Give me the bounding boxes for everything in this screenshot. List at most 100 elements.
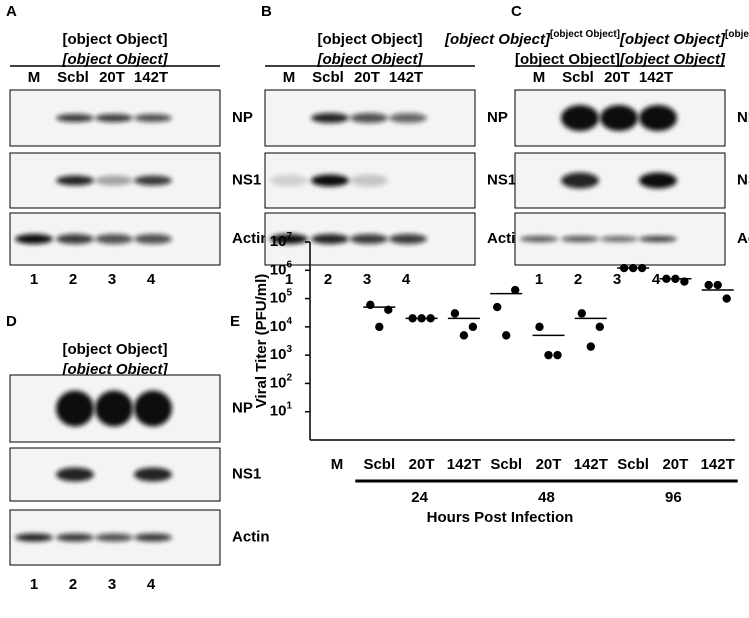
- lane-label: M: [283, 69, 296, 86]
- x-tick-label: 142T: [701, 456, 735, 473]
- tick-base: 10: [270, 318, 287, 335]
- y-tick-label: 106: [270, 259, 293, 278]
- tick-exponent: 5: [286, 288, 292, 299]
- tick-exponent: 3: [286, 344, 292, 355]
- title-segment: [object Object]: [550, 29, 620, 40]
- lane-label: 20T: [99, 69, 125, 86]
- panel-letter: B: [261, 3, 272, 20]
- lane-number: 1: [30, 271, 38, 288]
- protein-label: NS1: [232, 171, 261, 188]
- lane-label: M: [533, 69, 546, 86]
- tick-exponent: 2: [286, 373, 292, 384]
- panel-letter: D: [6, 313, 17, 330]
- lane-label: 142T: [639, 69, 673, 86]
- panel-title: [object Object]: [62, 341, 167, 358]
- x-tick-label: 20T: [536, 456, 562, 473]
- blot-band: [561, 236, 599, 242]
- lane-number: 2: [324, 271, 332, 288]
- lane-label: Scbl: [312, 69, 344, 86]
- tick-base: 10: [270, 261, 287, 278]
- panel-title: [object Object]: [61, 51, 168, 68]
- protein-label: Actin: [737, 230, 749, 247]
- blot-band: [311, 113, 349, 123]
- data-point: [595, 322, 604, 332]
- lane-number: 3: [108, 271, 116, 288]
- protein-label: NP: [232, 109, 253, 126]
- lane-number: 1: [285, 271, 293, 288]
- blot-band: [134, 234, 172, 244]
- data-point: [450, 309, 460, 318]
- protein-label: NS1: [487, 171, 516, 188]
- blot-band: [270, 234, 308, 244]
- protein-label: NS1: [737, 171, 749, 188]
- data-point: [502, 331, 511, 340]
- blot-band: [15, 234, 53, 244]
- y-tick-label: 104: [270, 316, 293, 335]
- blot-band: [639, 236, 677, 242]
- data-point: [704, 280, 713, 290]
- blot-band: [56, 390, 94, 427]
- blot-band: [270, 174, 308, 187]
- blot-band: [350, 234, 388, 244]
- data-point: [577, 309, 586, 318]
- blot-band: [561, 172, 599, 189]
- blot-band: [134, 390, 172, 427]
- tick-base: 10: [270, 403, 287, 420]
- blot-band: [389, 113, 427, 123]
- blot-band: [350, 174, 388, 187]
- blot-band: [134, 114, 172, 122]
- lane-label: M: [28, 69, 41, 86]
- lane-number: 4: [147, 271, 156, 288]
- blot-box: [9, 447, 221, 502]
- tick-base: 10: [270, 290, 287, 307]
- data-point: [586, 342, 595, 351]
- lane-number: 3: [108, 576, 116, 593]
- lane-number: 2: [574, 271, 582, 288]
- x-tick-label: M: [331, 456, 344, 473]
- panel-letter: E: [230, 313, 240, 330]
- panel-title: [object Object][object Object]: [515, 51, 726, 68]
- protein-label: Actin: [232, 230, 270, 247]
- title-segment: [object Object]: [62, 341, 167, 358]
- title-segment: [object Object]: [444, 31, 551, 48]
- blot-band: [311, 234, 349, 244]
- tick-base: 10: [270, 346, 287, 363]
- y-tick-label: 103: [270, 344, 293, 363]
- protein-label: NP: [487, 109, 508, 126]
- x-tick-label: 20T: [409, 456, 435, 473]
- y-axis-title: Viral Titer (PFU/ml): [253, 274, 270, 408]
- title-segment: [object Object]: [316, 51, 423, 68]
- panel-letter: A: [6, 3, 17, 20]
- tick-exponent: 7: [286, 231, 292, 242]
- tick-base: 10: [270, 233, 287, 250]
- lane-number: 4: [402, 271, 411, 288]
- title-segment: [object Object]: [619, 51, 726, 68]
- blot-band: [56, 175, 94, 186]
- protein-label: NP: [737, 109, 749, 126]
- lane-number: 3: [363, 271, 371, 288]
- blot-band: [134, 175, 172, 186]
- blot-band: [350, 113, 388, 123]
- x-tick-label: 142T: [447, 456, 481, 473]
- panel-letter: C: [511, 3, 522, 20]
- blot-band: [134, 533, 172, 542]
- blot-band: [56, 533, 94, 542]
- tick-base: 10: [270, 374, 287, 391]
- blot-band: [95, 234, 133, 244]
- blot-band: [95, 390, 133, 427]
- blot-band: [311, 174, 349, 187]
- tick-exponent: 6: [286, 259, 292, 270]
- x-tick-label: 142T: [574, 456, 608, 473]
- lane-label: 142T: [389, 69, 423, 86]
- lane-number: 4: [652, 271, 661, 288]
- blot-band: [95, 533, 133, 542]
- y-tick-label: 101: [270, 401, 293, 420]
- blot-band: [15, 533, 53, 542]
- panel-title: [object Object]: [62, 31, 167, 48]
- lane-number: 2: [69, 576, 77, 593]
- x-tick-label: Scbl: [617, 456, 649, 473]
- blot-band: [561, 105, 599, 131]
- y-tick-label: 102: [270, 373, 293, 392]
- title-segment: [object Object]: [725, 29, 749, 40]
